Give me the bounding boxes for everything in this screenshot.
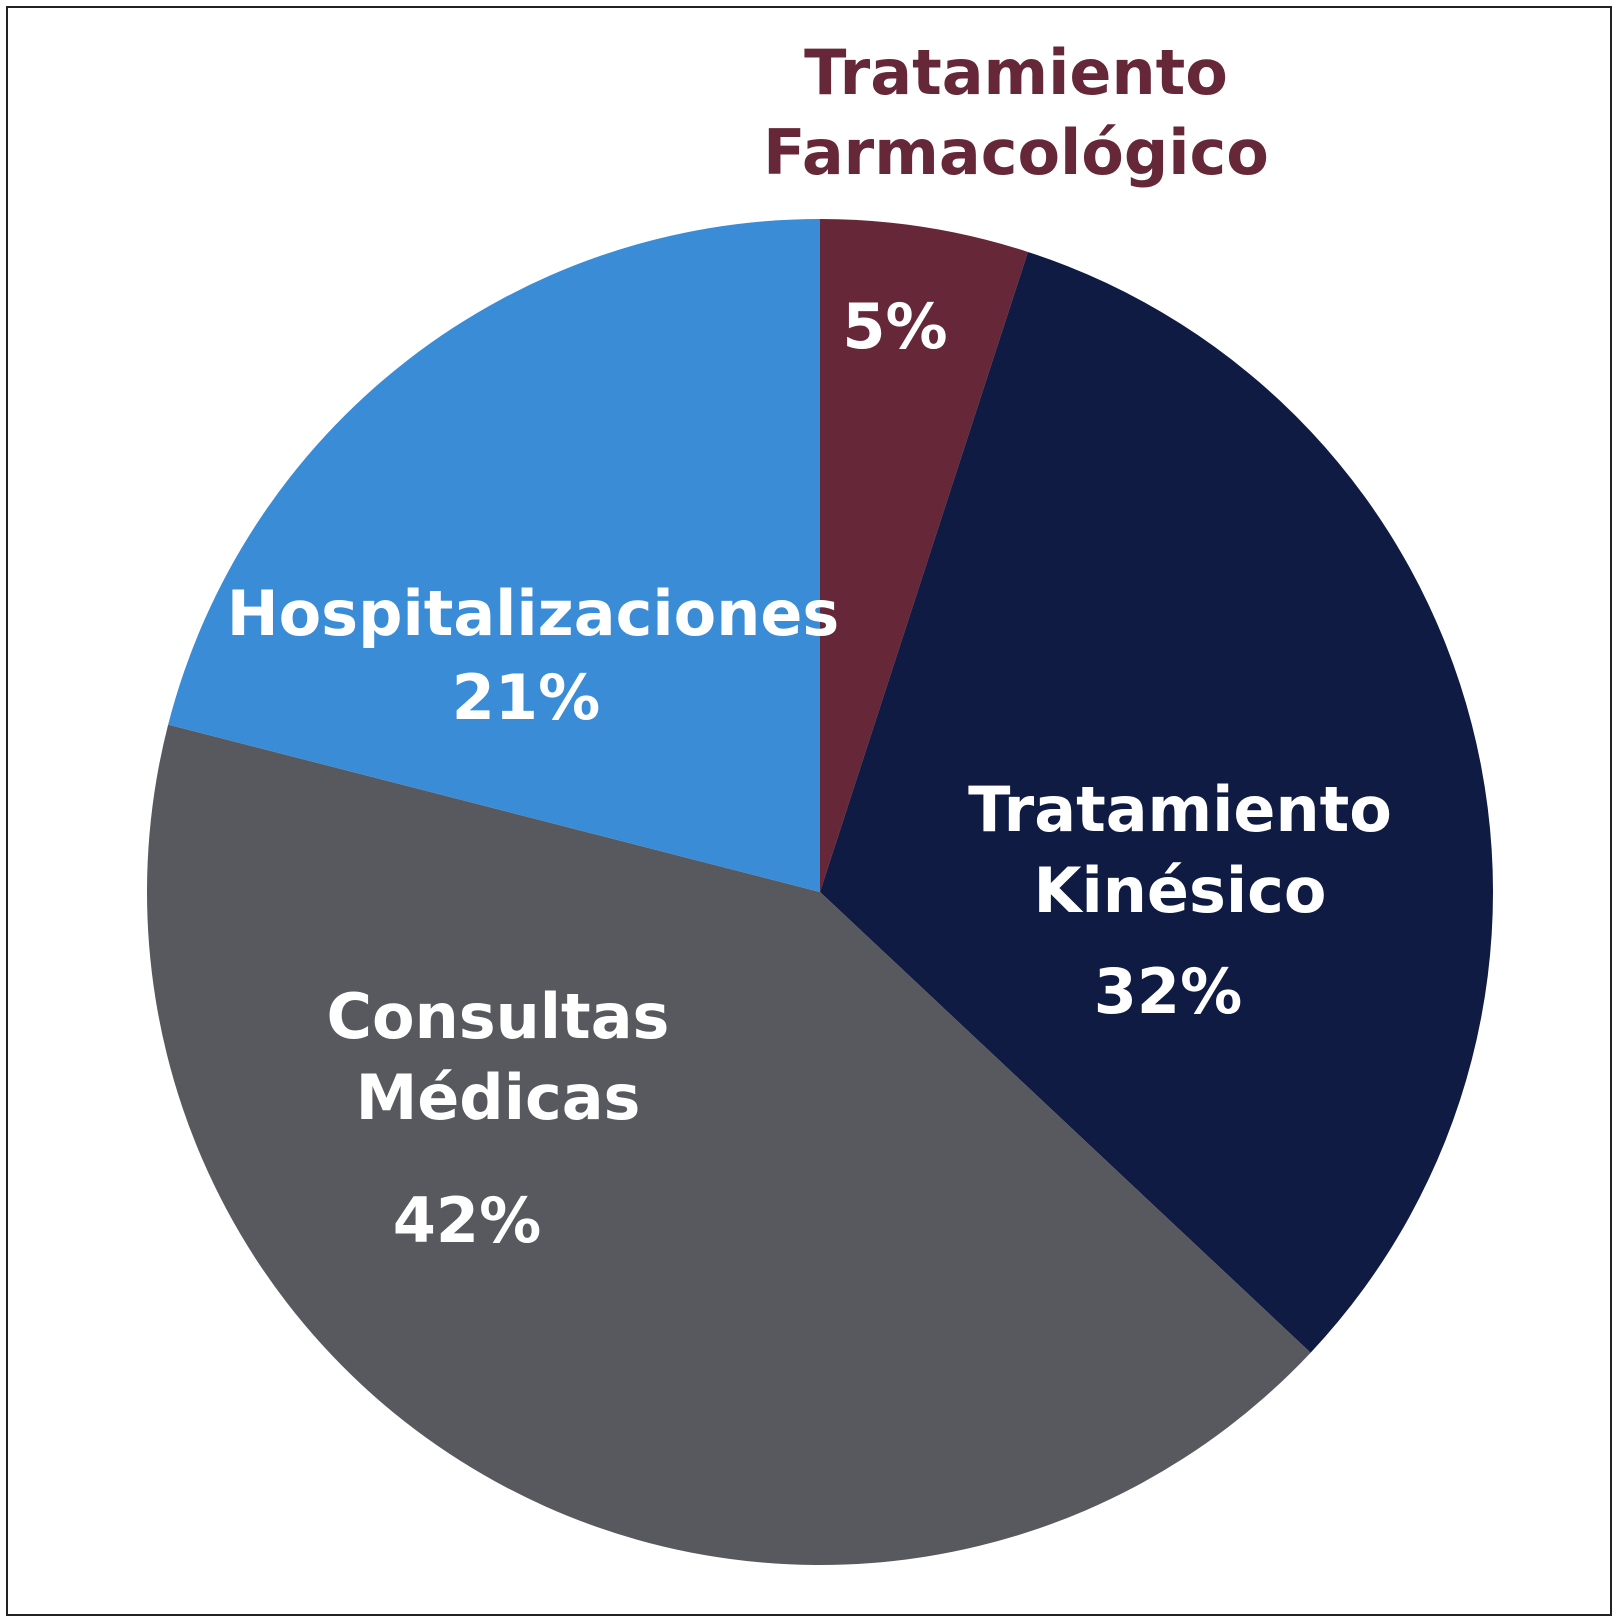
slice-label-kinesico-value: 32% <box>1094 955 1242 1028</box>
slice-label-kinesico-line-2: Kinésico <box>1034 854 1327 927</box>
pie-slices <box>147 219 1493 1565</box>
slice-kinesico <box>820 251 1493 1353</box>
slice-farmacologico <box>820 219 1028 892</box>
slice-label-hospitalizaciones-line-1: Hospitalizaciones <box>227 577 840 650</box>
slice-label-farmacologico-value: 5% <box>842 290 947 363</box>
slice-label-consultas-line-1: Consultas <box>327 980 670 1053</box>
slice-label-consultas-line-2: Médicas <box>356 1061 641 1134</box>
outside-label-line-1: Tratamiento <box>804 36 1228 109</box>
slice-label-hospitalizaciones-value: 21% <box>452 661 600 734</box>
slice-label-consultas-value: 42% <box>393 1184 541 1257</box>
slice-hospitalizaciones <box>168 219 820 892</box>
slice-label-kinesico-line-1: Tratamiento <box>968 773 1392 846</box>
slice-consultas <box>147 724 1311 1565</box>
outside-label-line-2: Farmacológico <box>763 116 1269 189</box>
